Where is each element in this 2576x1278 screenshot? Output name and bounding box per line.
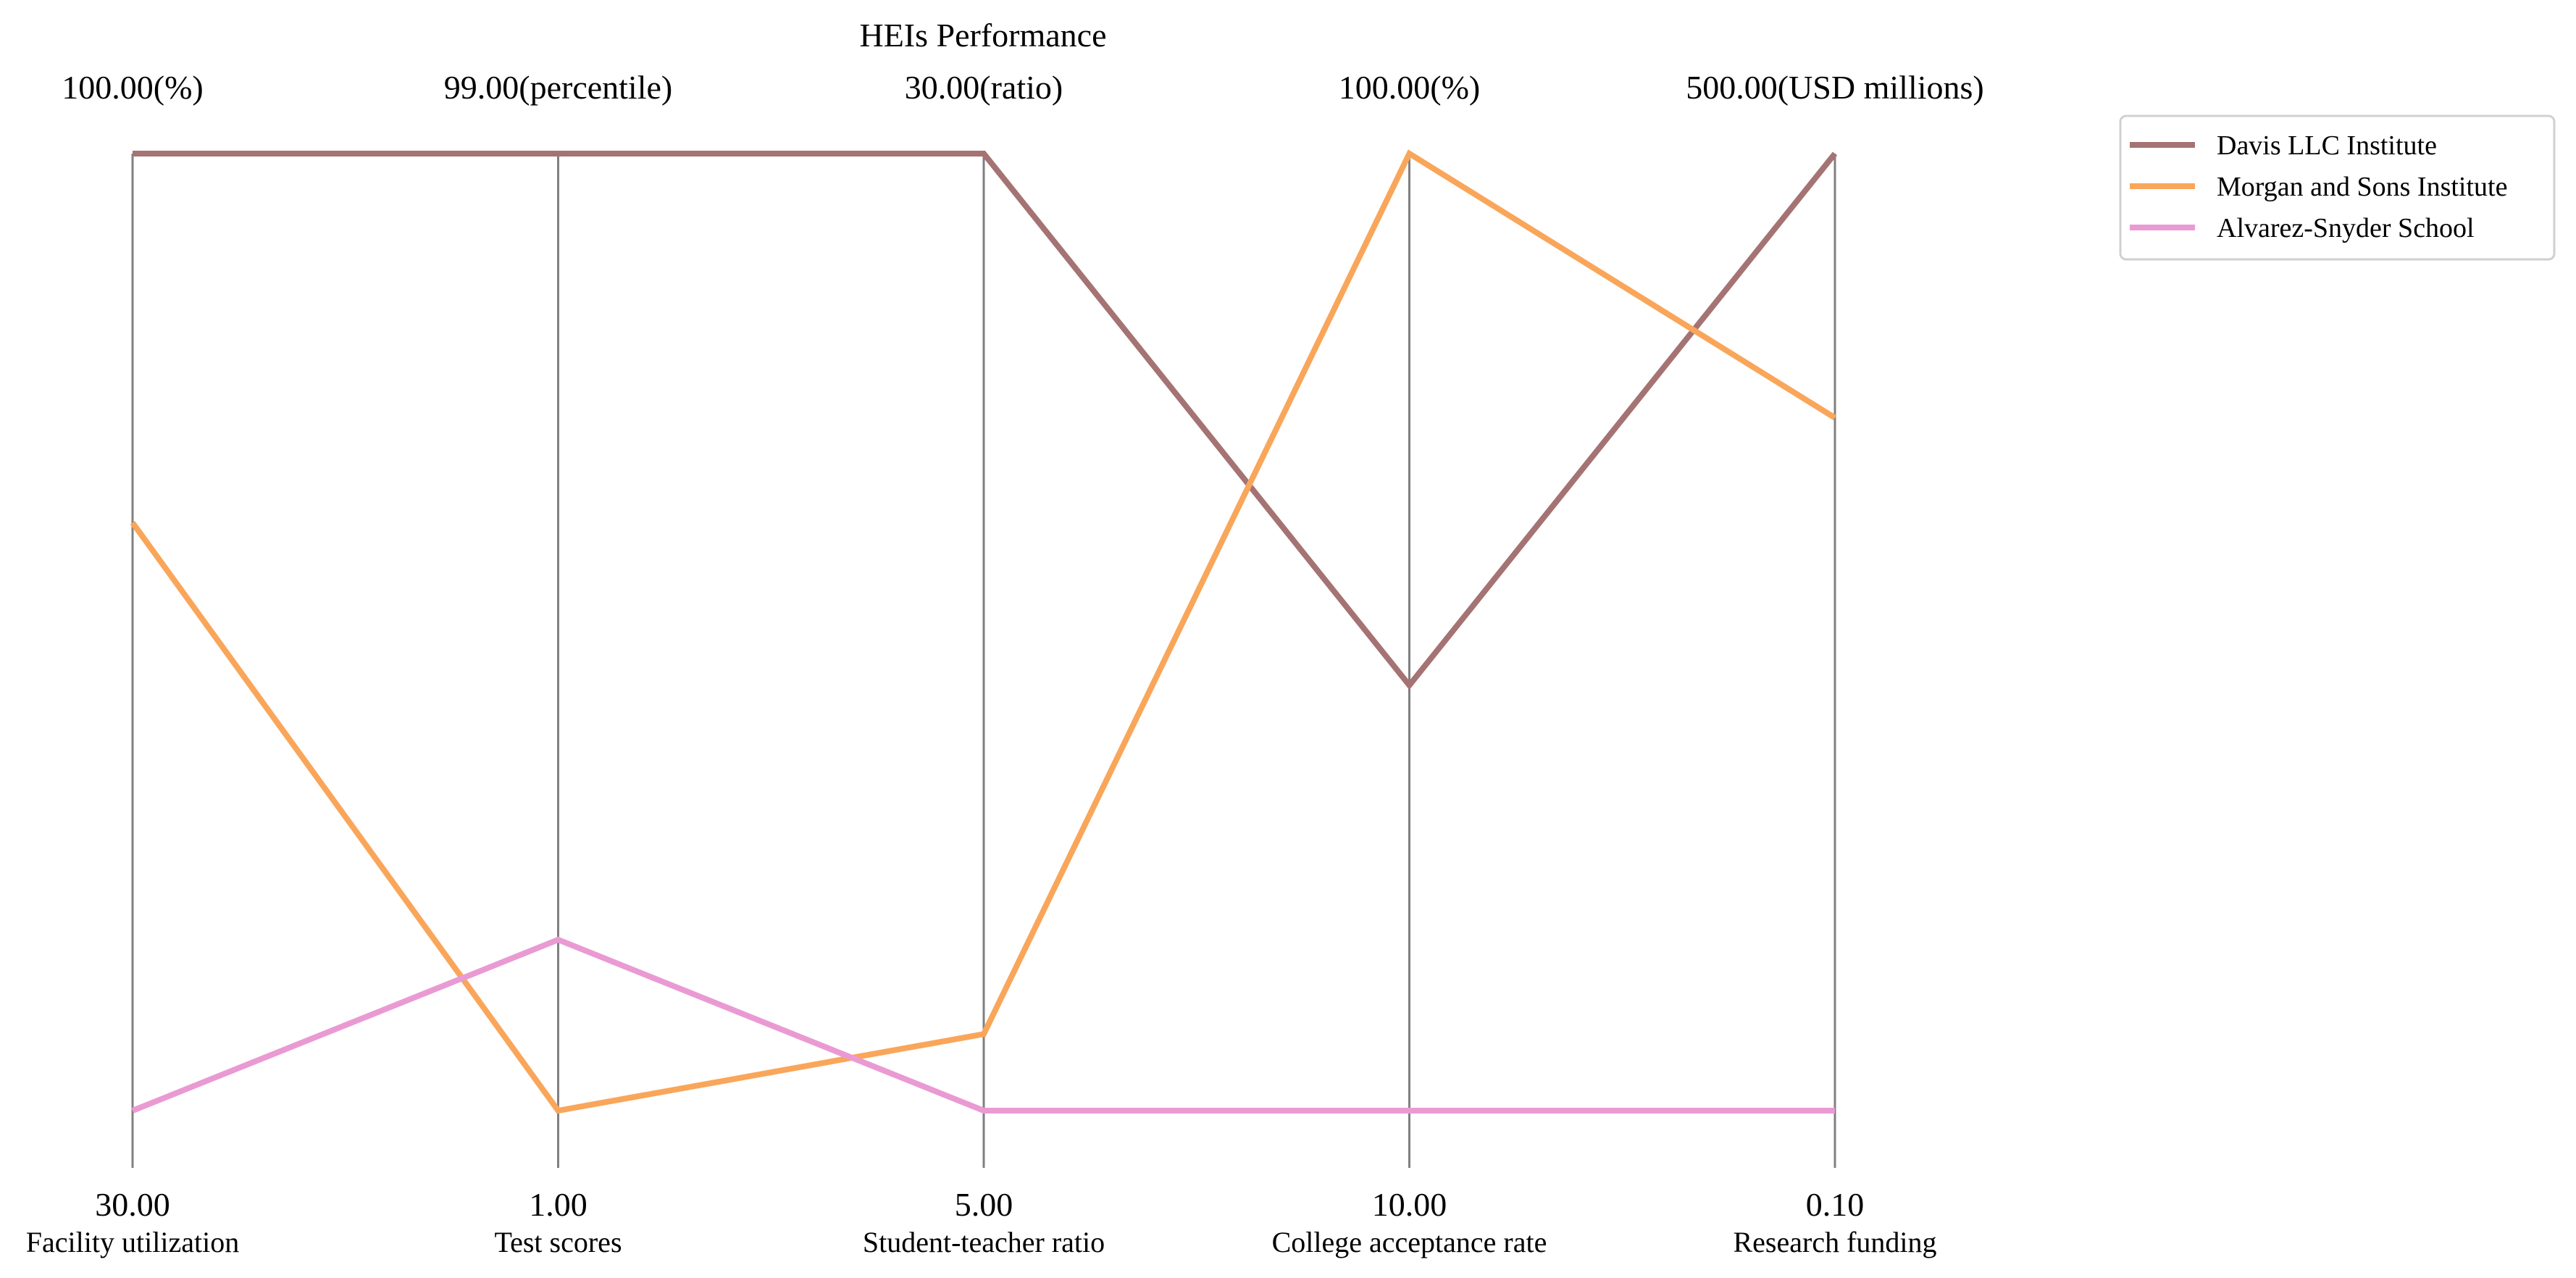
legend-entry: Davis LLC Institute	[2130, 130, 2437, 161]
axis-min-label: 10.00	[1372, 1186, 1447, 1223]
axis-max-label: 100.00(%)	[62, 69, 203, 106]
legend-frame	[2119, 114, 2556, 261]
legend-entry: Alvarez-Snyder School	[2130, 213, 2475, 243]
axis-min-label: 1.00	[529, 1186, 587, 1223]
axis-max-label: 500.00(USD millions)	[1686, 69, 1983, 106]
series-layer	[130, 149, 1838, 1114]
axis-name-label: Test scores	[494, 1226, 622, 1258]
axis-max-label: 100.00(%)	[1339, 69, 1480, 106]
legend-label: Davis LLC Institute	[2217, 130, 2437, 161]
legend-label: Morgan and Sons Institute	[2217, 172, 2507, 202]
axis-name-label: Facility utilization	[26, 1226, 239, 1258]
axis-name-label: College acceptance rate	[1272, 1226, 1547, 1258]
chart-title: HEIs Performance	[859, 17, 1106, 54]
series-line	[133, 151, 1838, 690]
axis-max-label: 99.00(percentile)	[444, 69, 672, 106]
legend: Davis LLC Institute Morgan and Sons Insti…	[2119, 114, 2556, 261]
legend-entry: Morgan and Sons Institute	[2130, 172, 2507, 202]
axis-min-label: 5.00	[955, 1186, 1013, 1223]
axis-min-label: 30.00	[95, 1186, 170, 1223]
series-line	[131, 936, 1835, 1114]
axis-min-label: 0.10	[1806, 1186, 1865, 1223]
axis-name-label: Student-teacher ratio	[863, 1226, 1105, 1258]
series-line	[130, 149, 1837, 1114]
axis-max-label: 30.00(ratio)	[905, 69, 1063, 106]
axis-name-label: Research funding	[1733, 1226, 1936, 1258]
legend-label: Alvarez-Snyder School	[2217, 213, 2475, 243]
